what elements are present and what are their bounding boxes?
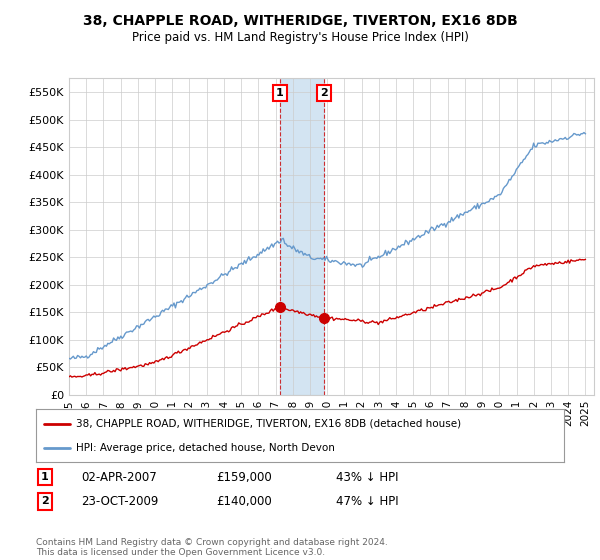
- Text: £140,000: £140,000: [216, 494, 272, 508]
- Text: 38, CHAPPLE ROAD, WITHERIDGE, TIVERTON, EX16 8DB: 38, CHAPPLE ROAD, WITHERIDGE, TIVERTON, …: [83, 14, 517, 28]
- Text: 38, CHAPPLE ROAD, WITHERIDGE, TIVERTON, EX16 8DB (detached house): 38, CHAPPLE ROAD, WITHERIDGE, TIVERTON, …: [76, 419, 461, 429]
- Text: 47% ↓ HPI: 47% ↓ HPI: [336, 494, 398, 508]
- Text: 02-APR-2007: 02-APR-2007: [81, 470, 157, 484]
- Text: 1: 1: [276, 88, 284, 98]
- Text: 23-OCT-2009: 23-OCT-2009: [81, 494, 158, 508]
- Text: HPI: Average price, detached house, North Devon: HPI: Average price, detached house, Nort…: [76, 443, 334, 453]
- Text: 2: 2: [320, 88, 328, 98]
- Bar: [280, 78, 324, 395]
- Text: Contains HM Land Registry data © Crown copyright and database right 2024.
This d: Contains HM Land Registry data © Crown c…: [36, 538, 388, 557]
- Text: 2: 2: [41, 496, 49, 506]
- Text: £159,000: £159,000: [216, 470, 272, 484]
- Text: 43% ↓ HPI: 43% ↓ HPI: [336, 470, 398, 484]
- Text: 1: 1: [41, 472, 49, 482]
- Text: Price paid vs. HM Land Registry's House Price Index (HPI): Price paid vs. HM Land Registry's House …: [131, 31, 469, 44]
